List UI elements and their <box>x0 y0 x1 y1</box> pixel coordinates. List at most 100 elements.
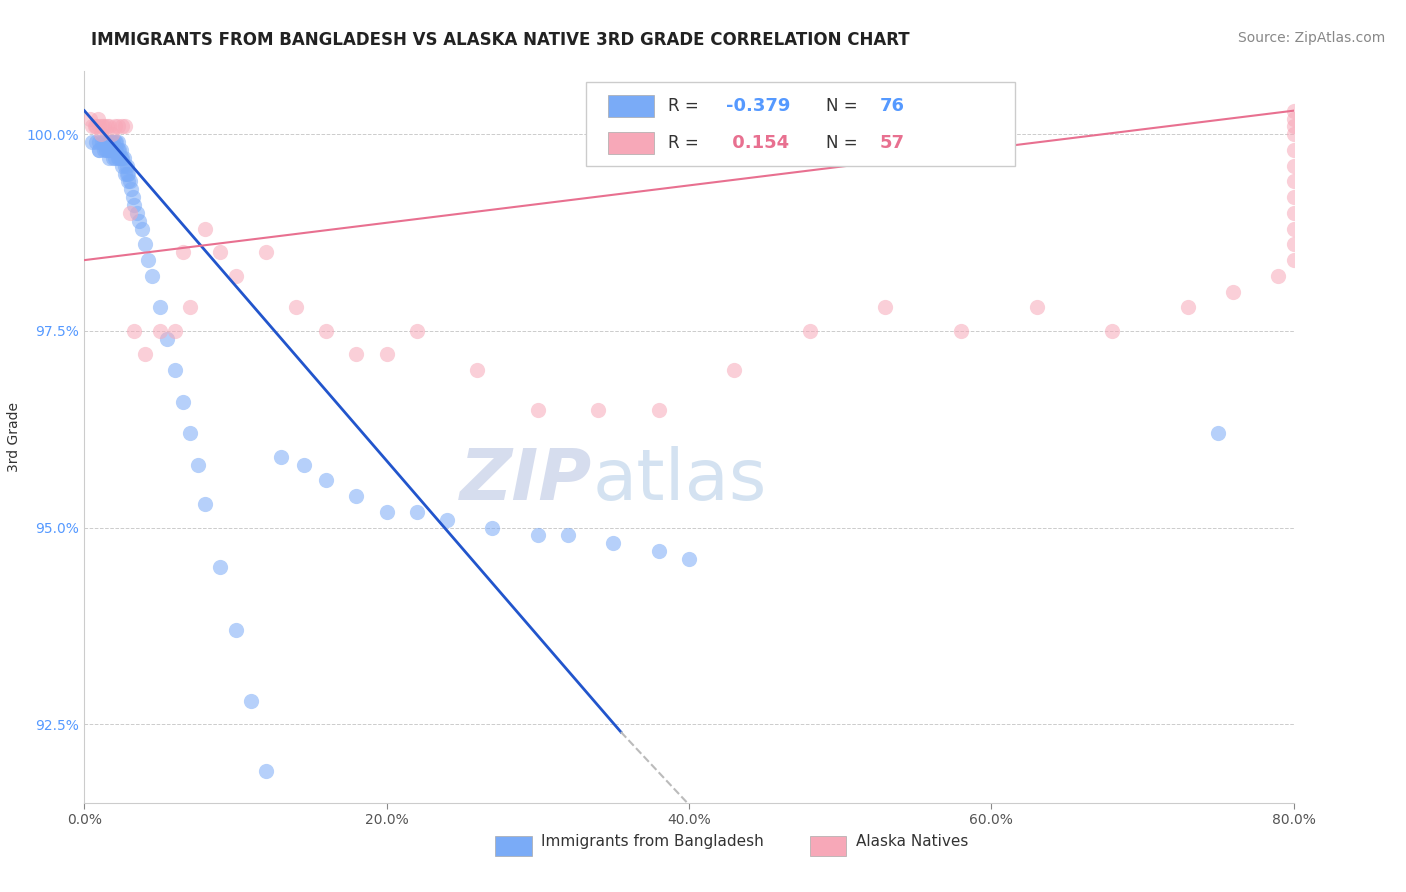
Point <box>89 120 111 134</box>
Point <box>110 151 132 165</box>
Point <box>588 402 610 417</box>
Point <box>346 489 368 503</box>
Point <box>134 347 156 361</box>
Point <box>98 143 121 157</box>
Point <box>101 135 124 149</box>
Point <box>118 174 141 188</box>
Point <box>93 143 115 157</box>
Point <box>149 301 172 315</box>
Text: 0.154: 0.154 <box>727 134 790 152</box>
Point <box>105 135 128 149</box>
Point <box>111 151 134 165</box>
Point <box>114 167 136 181</box>
Point <box>406 505 429 519</box>
Point <box>111 120 134 134</box>
Y-axis label: 3rd Grade: 3rd Grade <box>7 402 21 472</box>
Point <box>141 268 163 283</box>
Point <box>80 120 103 134</box>
FancyBboxPatch shape <box>495 836 531 856</box>
Point <box>225 623 247 637</box>
FancyBboxPatch shape <box>586 82 1015 167</box>
Point <box>104 120 127 134</box>
Point <box>108 143 131 157</box>
Point <box>648 402 671 417</box>
Text: Source: ZipAtlas.com: Source: ZipAtlas.com <box>1237 31 1385 45</box>
Point <box>315 324 337 338</box>
Point <box>94 143 117 157</box>
Point <box>86 135 108 149</box>
Point <box>165 324 187 338</box>
Point <box>1282 206 1305 220</box>
Point <box>1282 159 1305 173</box>
Point <box>127 206 149 220</box>
Point <box>1101 324 1123 338</box>
Point <box>149 324 172 338</box>
Point <box>194 221 217 235</box>
FancyBboxPatch shape <box>607 132 654 154</box>
Point <box>436 513 458 527</box>
Point <box>1282 174 1305 188</box>
Point <box>1282 237 1305 252</box>
Text: Immigrants from Bangladesh: Immigrants from Bangladesh <box>541 834 765 849</box>
Point <box>114 159 136 173</box>
Point <box>1282 190 1305 204</box>
Point <box>1282 103 1305 118</box>
Point <box>93 120 115 134</box>
Point <box>1282 221 1305 235</box>
Text: N =: N = <box>825 97 862 115</box>
Point <box>648 544 671 558</box>
Point <box>91 120 114 134</box>
Point <box>86 120 108 134</box>
Point <box>110 143 132 157</box>
Point <box>100 128 122 142</box>
Point <box>107 151 129 165</box>
Point <box>115 167 138 181</box>
Point <box>112 151 135 165</box>
FancyBboxPatch shape <box>810 836 846 856</box>
Point <box>179 301 201 315</box>
Point <box>104 143 127 157</box>
Point <box>172 245 194 260</box>
Point <box>406 324 429 338</box>
Point <box>375 505 398 519</box>
Point <box>375 347 398 361</box>
Point <box>101 151 124 165</box>
Text: -0.379: -0.379 <box>727 97 790 115</box>
Point <box>225 268 247 283</box>
Point <box>122 324 145 338</box>
Point <box>292 458 315 472</box>
Text: N =: N = <box>825 134 862 152</box>
Point <box>527 402 550 417</box>
Text: R =: R = <box>668 97 704 115</box>
Point <box>1282 120 1305 134</box>
Point <box>187 458 209 472</box>
Point <box>165 363 187 377</box>
Point <box>100 135 122 149</box>
Point <box>91 135 114 149</box>
Point <box>107 135 129 149</box>
Point <box>114 120 136 134</box>
Point <box>97 151 120 165</box>
Text: 76: 76 <box>880 97 905 115</box>
Point <box>90 128 112 142</box>
Point <box>209 245 232 260</box>
Point <box>96 143 118 157</box>
Point <box>194 497 217 511</box>
Point <box>172 394 194 409</box>
Point <box>105 143 128 157</box>
Point <box>108 151 131 165</box>
Point <box>104 151 127 165</box>
Point <box>1282 143 1305 157</box>
Point <box>96 135 118 149</box>
Point <box>117 167 139 181</box>
Point <box>89 135 111 149</box>
Point <box>117 174 139 188</box>
Text: Alaska Natives: Alaska Natives <box>856 834 969 849</box>
Point <box>527 528 550 542</box>
Point <box>111 159 134 173</box>
Point <box>179 426 201 441</box>
Point <box>254 764 277 779</box>
Point <box>1267 268 1289 283</box>
Point <box>467 363 489 377</box>
Point <box>96 120 118 134</box>
